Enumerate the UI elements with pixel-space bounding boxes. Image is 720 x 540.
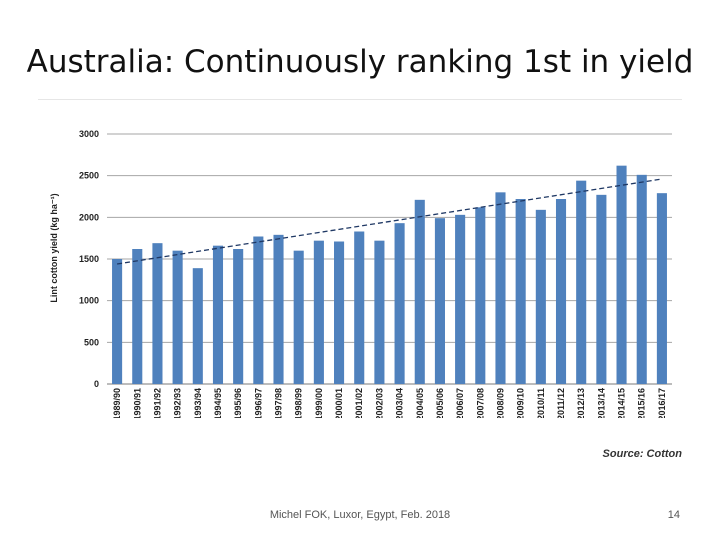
bar (576, 180, 587, 384)
x-tick-label: 1992/93 (173, 388, 183, 418)
bar (535, 209, 546, 384)
y-axis-label: Lint cotton yield (kg ha⁻¹) (49, 193, 59, 302)
bar (656, 193, 667, 384)
source-note: Source: Cotton (602, 448, 682, 460)
bar (354, 231, 365, 384)
bar (616, 165, 627, 384)
x-tick-label: 2009/10 (516, 388, 526, 418)
x-tick-label: 2003/04 (395, 388, 405, 418)
gridlines (107, 133, 672, 385)
y-tick-label: 500 (84, 337, 99, 347)
bar (636, 174, 647, 384)
footer-text: Michel FOK, Luxor, Egypt, Feb. 2018 (269, 509, 451, 521)
bar (334, 241, 345, 384)
bar (475, 207, 486, 384)
x-tick-label: 2016/17 (657, 388, 667, 418)
x-tick-label: 2000/01 (334, 388, 344, 418)
bar (212, 245, 224, 384)
y-tick-label: 2500 (79, 171, 99, 181)
bar (414, 199, 425, 384)
title-divider (38, 99, 682, 100)
x-tick-label: 1995/96 (233, 388, 243, 418)
bar (596, 194, 607, 384)
bar (434, 218, 445, 384)
x-tick-label: 1996/97 (253, 388, 263, 418)
x-tick-label: 1989/90 (112, 388, 122, 418)
bars (112, 165, 667, 384)
x-tick-label: 1993/94 (193, 388, 203, 418)
bar (253, 236, 264, 384)
bar (555, 199, 567, 384)
x-tick-label: 2007/08 (475, 388, 485, 418)
y-tick-label: 3000 (79, 129, 99, 139)
bar (233, 249, 244, 384)
x-tick-label: 1990/91 (132, 388, 142, 418)
trendline-group (116, 178, 663, 265)
trendline (116, 178, 663, 265)
page-number: 14 (667, 509, 680, 521)
bar (132, 249, 143, 384)
bar (313, 240, 324, 384)
bar (455, 214, 466, 384)
slide-title: Australia: Continuously ranking 1st in y… (26, 44, 694, 80)
x-tick-label: 1998/99 (294, 388, 304, 418)
bar (273, 234, 284, 384)
x-tick-label: 1999/00 (314, 388, 324, 418)
bar (152, 243, 163, 384)
x-tick-label: 2015/16 (637, 388, 647, 418)
bar (112, 259, 123, 384)
x-tick-label: 2005/06 (435, 388, 445, 418)
y-tick-label: 1500 (79, 254, 99, 264)
x-tick-label: 2008/09 (495, 388, 505, 418)
x-tick-label: 2004/05 (415, 388, 425, 418)
x-tick-label: 2010/11 (536, 388, 546, 418)
y-tick-label: 1000 (79, 296, 99, 306)
x-tick-labels: 1989/90 1990/91 1991/92 1992/93 1993/94 1994/… (112, 388, 667, 418)
x-tick-label: 1991/92 (152, 388, 162, 418)
y-tick-label: 0 (94, 379, 99, 389)
bar (293, 250, 304, 384)
x-tick-label: 2006/07 (455, 388, 465, 418)
y-tick-labels: 0 500 1000 1500 2000 2500 3000 (79, 129, 99, 389)
bar (495, 192, 506, 384)
bar (374, 240, 385, 384)
bar (172, 250, 183, 384)
bar (515, 199, 526, 384)
x-tick-label: 1997/98 (274, 388, 284, 418)
bar (192, 268, 203, 384)
bar (394, 223, 405, 384)
x-tick-label: 1994/95 (213, 388, 223, 418)
x-tick-label: 2012/13 (576, 388, 586, 418)
x-tick-label: 2001/02 (354, 388, 364, 418)
x-tick-label: 2014/15 (617, 388, 627, 418)
x-tick-label: 2002/03 (374, 388, 384, 418)
y-tick-label: 2000 (79, 212, 99, 222)
x-tick-label: 2011/12 (556, 388, 566, 418)
x-tick-label: 2013/14 (596, 388, 606, 418)
